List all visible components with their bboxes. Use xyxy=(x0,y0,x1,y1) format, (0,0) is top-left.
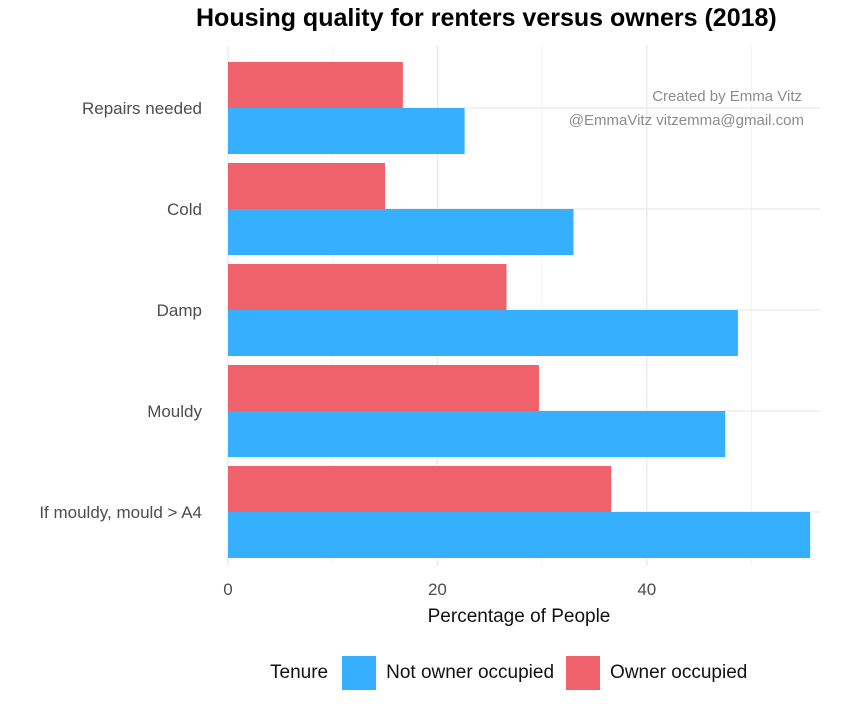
contact-annotation: @EmmaVitz vitzemma@gmail.com xyxy=(568,112,804,129)
legend-swatch-not-owner xyxy=(342,656,377,690)
x-tick-label: 40 xyxy=(637,580,656,599)
bar-owner-occupied xyxy=(228,163,386,209)
x-tick-label: 20 xyxy=(428,580,447,599)
chart-title: Housing quality for renters versus owner… xyxy=(196,4,777,32)
y-tick-label: Repairs needed xyxy=(82,99,202,118)
legend-title: Tenure xyxy=(270,662,329,683)
bar-not-owner-occupied xyxy=(228,108,465,154)
legend-label-not-owner: Not owner occupied xyxy=(386,662,555,683)
bar-owner-occupied xyxy=(228,466,612,512)
y-tick-label: If mouldy, mould > A4 xyxy=(39,503,202,522)
y-tick-label: Cold xyxy=(167,200,202,219)
y-tick-label: Mouldy xyxy=(147,402,202,421)
bar-not-owner-occupied xyxy=(228,512,811,558)
legend-label-owner: Owner occupied xyxy=(610,662,748,683)
legend-swatch-owner xyxy=(566,656,601,690)
bar-owner-occupied xyxy=(228,365,539,411)
bar-not-owner-occupied xyxy=(228,209,574,255)
x-axis-label: Percentage of People xyxy=(428,606,611,627)
x-tick-label: 0 xyxy=(223,580,232,599)
y-tick-label: Damp xyxy=(157,301,202,320)
bar-owner-occupied xyxy=(228,62,403,108)
credit-annotation: Created by Emma Vitz xyxy=(652,88,802,105)
legend: Tenure Not owner occupied Owner occupied xyxy=(270,656,747,690)
bar-not-owner-occupied xyxy=(228,411,726,457)
bar-not-owner-occupied xyxy=(228,310,738,356)
bar-owner-occupied xyxy=(228,264,507,310)
